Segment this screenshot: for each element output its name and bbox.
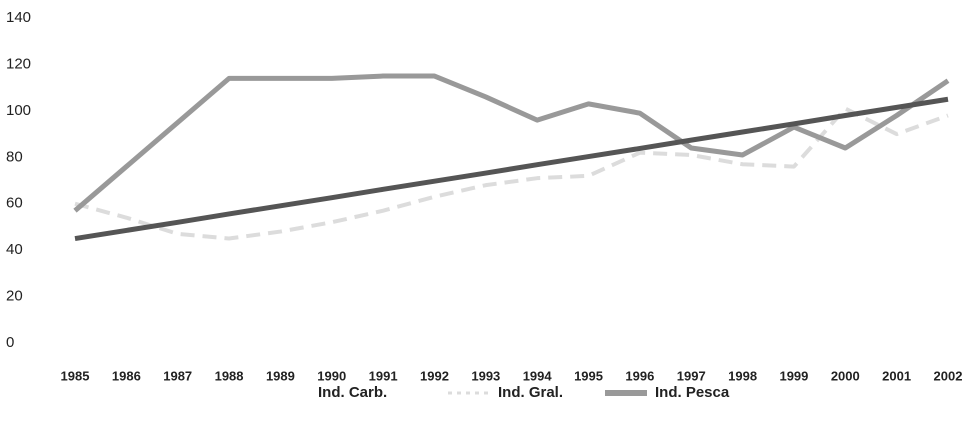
x-tick-label: 1990 (317, 368, 346, 383)
x-tick-label: 1985 (61, 368, 90, 383)
y-tick-label: 140 (6, 9, 31, 26)
x-tick-label: 1994 (523, 368, 553, 383)
legend-label: Ind. Gral. (498, 384, 563, 401)
x-tick-label: 1997 (677, 368, 706, 383)
x-tick-label: 1987 (163, 368, 192, 383)
x-tick-label: 2000 (831, 368, 860, 383)
x-tick-label: 1993 (471, 368, 500, 383)
series-line (74, 96, 949, 242)
legend-label: Ind. Pesca (655, 384, 730, 401)
x-tick-label: 1986 (112, 368, 141, 383)
x-tick-label: 2002 (934, 368, 963, 383)
y-tick-label: 80 (6, 148, 23, 165)
x-tick-label: 2001 (882, 368, 911, 383)
x-tick-label: 1995 (574, 368, 603, 383)
x-tick-label: 1991 (369, 368, 398, 383)
x-tick-label: 1999 (779, 368, 808, 383)
y-tick-label: 20 (6, 288, 23, 305)
x-tick-label: 1996 (625, 368, 654, 383)
series-line (74, 106, 949, 241)
y-tick-label: 60 (6, 195, 23, 212)
y-tick-label: 120 (6, 55, 31, 72)
legend-label: Ind. Carb. (318, 384, 387, 401)
y-tick-label: 100 (6, 102, 31, 119)
y-tick-label: 40 (6, 241, 23, 258)
x-tick-label: 1992 (420, 368, 449, 383)
series-line (73, 73, 950, 213)
x-tick-label: 1989 (266, 368, 295, 383)
x-tick-label: 1988 (215, 368, 244, 383)
y-tick-label: 0 (6, 334, 14, 351)
x-tick-label: 1998 (728, 368, 757, 383)
